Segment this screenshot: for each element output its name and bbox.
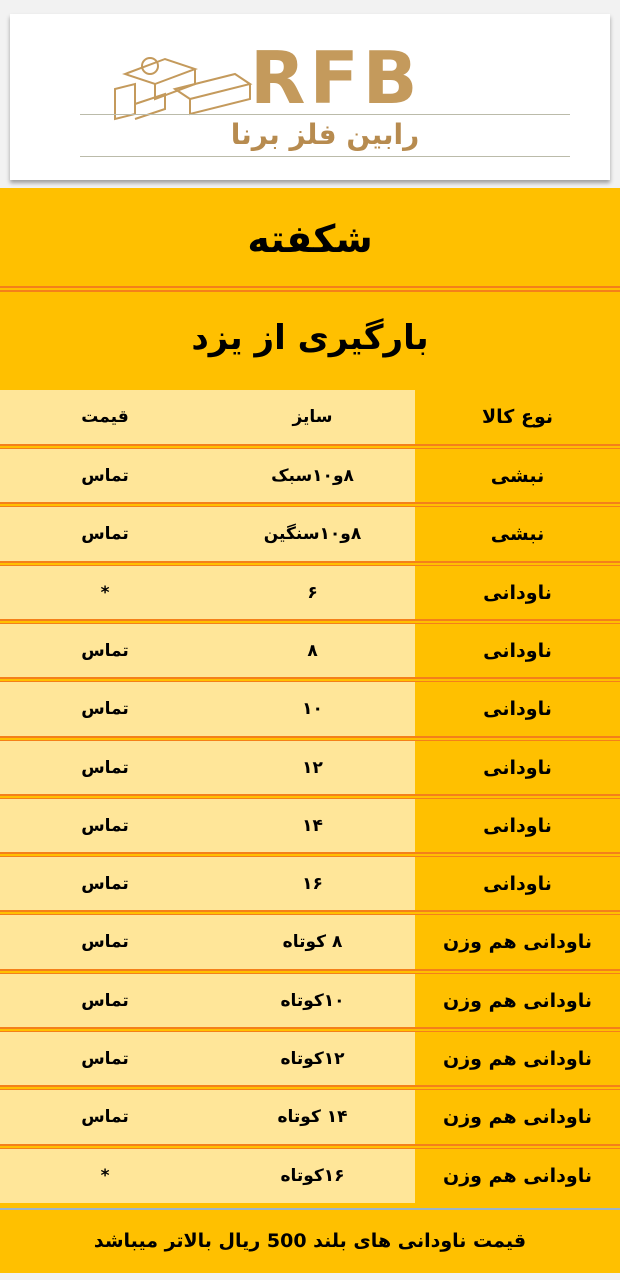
type-cell: نوع کالا: [415, 390, 620, 444]
size-cell: ۱۴: [210, 798, 415, 853]
type-cell: نبشی: [415, 507, 620, 562]
type-cell: ناودانی هم وزن: [415, 915, 620, 970]
price-cell: تماس: [0, 973, 210, 1028]
logo-divider: [80, 114, 570, 115]
divider: [0, 286, 620, 292]
size-cell: ۱۴ کوتاه: [210, 1090, 415, 1145]
type-cell: ناودانی هم وزن: [415, 1090, 620, 1145]
table-row: ناودانی ۱۶ تماس: [0, 857, 620, 912]
price-cell: تماس: [0, 507, 210, 562]
size-cell: ۱۶: [210, 857, 415, 912]
footer-note: قیمت ناودانی های بلند 500 ریال بالاتر می…: [0, 1208, 620, 1272]
table-row: ناودانی ۱۲ تماس: [0, 740, 620, 795]
price-cell: تماس: [0, 740, 210, 795]
table-row: نبشی ۸و۱۰سبک تماس: [0, 449, 620, 503]
table-row: ناودانی هم وزن ۸ کوتاه تماس: [0, 915, 620, 970]
table-row: ناودانی ۶ *: [0, 565, 620, 620]
price-cell: تماس: [0, 682, 210, 737]
size-cell: ۱۲: [210, 740, 415, 795]
size-cell: ۱۰: [210, 682, 415, 737]
table-row: ناودانی هم وزن ۱۶کوتاه *: [0, 1148, 620, 1203]
size-cell: ۱۲کوتاه: [210, 1032, 415, 1086]
size-cell: ۱۰کوتاه: [210, 973, 415, 1028]
price-cell: قیمت: [0, 390, 210, 444]
table-row: ناودانی هم وزن ۱۲کوتاه تماس: [0, 1032, 620, 1086]
size-cell: سایز: [210, 390, 415, 444]
price-cell: تماس: [0, 798, 210, 853]
price-cell: تماس: [0, 449, 210, 503]
table-row: نبشی ۸و۱۰سنگین تماس: [0, 507, 620, 562]
size-cell: ۱۶کوتاه: [210, 1148, 415, 1203]
size-cell: ۸و۱۰سنگین: [210, 507, 415, 562]
logo-divider: [80, 156, 570, 157]
size-cell: ۶: [210, 565, 415, 620]
type-cell: ناودانی: [415, 565, 620, 620]
type-cell: ناودانی هم وزن: [415, 1032, 620, 1086]
logo-company-name: رابین فلز برنا: [230, 118, 420, 151]
table-row: ناودانی هم وزن ۱۴ کوتاه تماس: [0, 1090, 620, 1145]
page-title: شکفته: [247, 217, 373, 261]
page-subtitle: بارگیری از یزد: [191, 318, 429, 358]
price-cell: *: [0, 565, 210, 620]
logo-letters: RFB: [250, 36, 422, 120]
type-cell: ناودانی: [415, 857, 620, 912]
type-cell: ناودانی: [415, 740, 620, 795]
type-cell: ناودانی: [415, 623, 620, 678]
price-cell: تماس: [0, 1090, 210, 1145]
type-cell: ناودانی هم وزن: [415, 1148, 620, 1203]
table-row: ناودانی ۸ تماس: [0, 623, 620, 678]
size-cell: ۸ کوتاه: [210, 915, 415, 970]
price-cell: تماس: [0, 857, 210, 912]
type-cell: ناودانی: [415, 798, 620, 853]
size-cell: ۸و۱۰سبک: [210, 449, 415, 503]
price-cell: *: [0, 1148, 210, 1203]
type-cell: ناودانی هم وزن: [415, 973, 620, 1028]
company-logo: RFB رابین فلز برنا: [10, 14, 610, 180]
price-cell: تماس: [0, 915, 210, 970]
table-row: ناودانی ۱۴ تماس: [0, 798, 620, 853]
size-cell: ۸: [210, 623, 415, 678]
type-cell: ناودانی: [415, 682, 620, 737]
table-row: ناودانی هم وزن ۱۰کوتاه تماس: [0, 973, 620, 1028]
steel-products-icon: [114, 57, 253, 121]
price-cell: تماس: [0, 1032, 210, 1086]
type-cell: نبشی: [415, 449, 620, 503]
table-header-row: نوع کالا سایز قیمت: [0, 390, 620, 444]
price-cell: تماس: [0, 623, 210, 678]
table-row: ناودانی ۱۰ تماس: [0, 682, 620, 737]
